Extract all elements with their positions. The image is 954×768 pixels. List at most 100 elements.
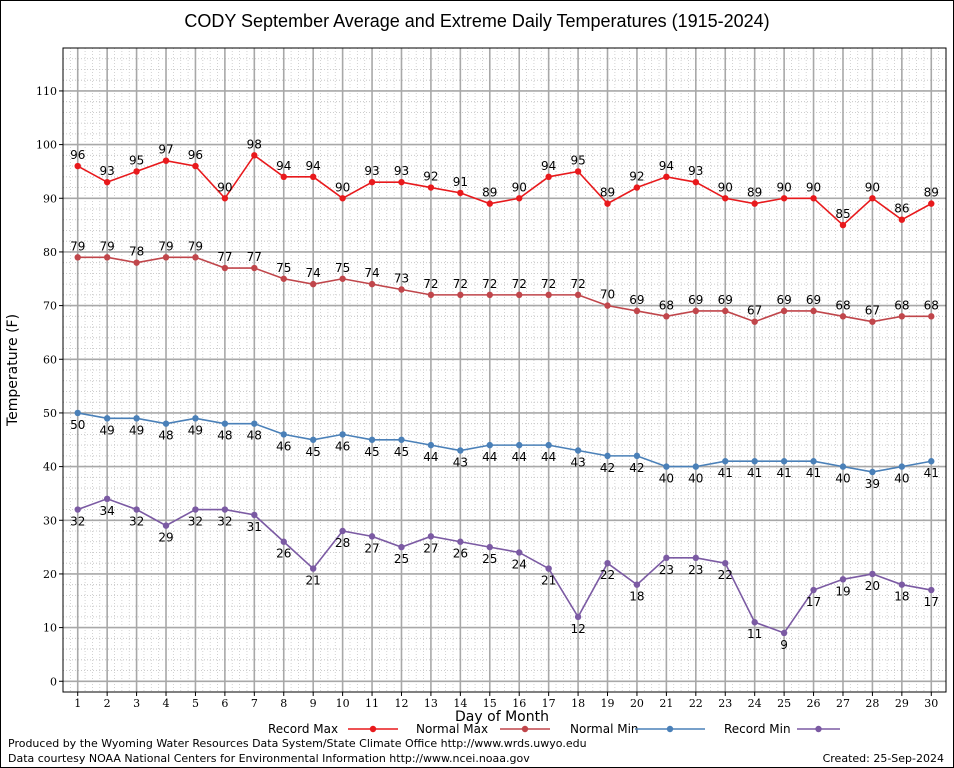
record-max-data-label: 92 (423, 170, 438, 184)
x-tick-label: 15 (483, 697, 497, 710)
record-min-point (722, 560, 729, 567)
record-min-data-label: 23 (688, 563, 703, 577)
normal-max-data-label: 74 (306, 266, 321, 280)
record-min-point (751, 619, 758, 626)
x-tick-label: 6 (221, 697, 228, 710)
x-tick-label: 17 (542, 697, 556, 710)
record-min-point (309, 565, 317, 572)
record-min-point (133, 506, 140, 513)
normal-min-point (251, 420, 258, 427)
normal-max-data-label: 69 (806, 293, 821, 307)
x-tick-label: 13 (424, 697, 438, 710)
normal-min-data-label: 49 (188, 423, 203, 437)
normal-max-data-label: 67 (747, 304, 762, 318)
normal-min-point (192, 415, 199, 422)
record-min-data-label: 32 (70, 515, 85, 529)
x-tick-label: 25 (777, 697, 791, 710)
normal-max-point (663, 313, 670, 320)
legend-marker-record-min (815, 725, 822, 733)
normal-max-data-label: 72 (482, 277, 497, 291)
normal-max-data-label: 79 (100, 239, 115, 253)
record-max-point (103, 178, 111, 186)
record-min-data-label: 21 (306, 574, 321, 588)
record-min-point (898, 581, 906, 588)
record-max-point (309, 173, 317, 180)
normal-max-point (604, 302, 611, 309)
record-min-data-label: 27 (423, 541, 438, 555)
normal-min-point (103, 415, 111, 422)
legend: Record Max Normal Max Normal Min Record Min (268, 722, 840, 736)
normal-max-data-label: 69 (718, 293, 733, 307)
normal-min-data-label: 40 (894, 472, 909, 486)
record-max-point (133, 168, 140, 175)
y-tick-label: 0 (50, 675, 57, 688)
x-tick-label: 12 (394, 697, 408, 710)
record-min-point (221, 506, 229, 513)
chart-title: CODY September Average and Extreme Daily… (184, 11, 769, 31)
normal-max-point (309, 280, 317, 288)
legend-label-record-min: Record Min (724, 722, 791, 736)
normal-max-data-label: 72 (570, 277, 585, 291)
record-min-point (928, 586, 935, 594)
y-tick-label: 80 (43, 246, 57, 259)
record-max-data-label: 90 (718, 180, 733, 194)
normal-min-data-label: 42 (600, 461, 615, 475)
normal-max-data-label: 68 (659, 298, 674, 312)
normal-min-data-label: 45 (364, 445, 379, 459)
record-max-point (869, 195, 876, 202)
normal-max-point (339, 275, 346, 282)
record-min-data-label: 29 (158, 531, 173, 545)
record-min-line (77, 497, 932, 634)
normal-min-point (516, 441, 523, 449)
record-min-data-label: 23 (659, 563, 674, 577)
legend-marker-normal-max (521, 725, 529, 733)
x-tick-label: 11 (365, 697, 379, 710)
record-min-point (280, 538, 287, 545)
normal-min-point (751, 458, 758, 465)
record-min-point (780, 629, 788, 637)
x-axis-label: Day of Month (455, 709, 549, 725)
x-tick-label: 8 (280, 697, 287, 710)
normal-max-point (74, 254, 81, 261)
normal-max-point (780, 307, 788, 315)
normal-min-point (633, 452, 641, 460)
record-max-point (427, 184, 435, 191)
grid (62, 47, 947, 693)
record-max-point (192, 162, 199, 170)
record-min-point (368, 533, 376, 540)
x-tick-label: 22 (689, 697, 703, 710)
record-min-point (192, 506, 199, 513)
normal-min-data-label: 41 (806, 466, 821, 480)
record-max-point (545, 173, 552, 180)
record-max-data-label: 96 (70, 148, 85, 162)
record-min-data-label: 21 (541, 574, 556, 588)
record-min-data-label: 32 (129, 515, 144, 529)
normal-min-data-label: 40 (835, 472, 850, 486)
record-min-point (251, 511, 258, 519)
record-min-data-label: 25 (394, 552, 409, 566)
normal-max-point (398, 286, 405, 293)
record-min-data-label: 22 (600, 568, 615, 582)
normal-min-point (74, 409, 81, 417)
record-min-data-label: 17 (924, 595, 939, 609)
normal-max-data-label: 77 (247, 250, 262, 264)
normal-min-data-label: 48 (247, 429, 262, 443)
record-min-point (162, 522, 170, 529)
legend-marker-normal-min (666, 725, 674, 733)
normal-min-data-label: 39 (865, 477, 880, 491)
record-max-data-label: 98 (247, 137, 262, 151)
normal-min-point (869, 468, 876, 476)
record-min-data-label: 26 (453, 547, 468, 561)
legend-marker-record-max (369, 725, 377, 733)
x-tick-label: 2 (104, 697, 111, 710)
record-max-data-label: 94 (306, 159, 321, 173)
normal-max-point (722, 307, 729, 315)
record-min-data-label: 31 (247, 520, 262, 534)
normal-min-point (309, 436, 317, 443)
normal-min-point (780, 458, 788, 465)
record-min-point (427, 533, 435, 540)
record-min-data-label: 27 (364, 541, 379, 555)
normal-max-data-label: 72 (453, 277, 468, 291)
normal-max-point (839, 313, 847, 320)
record-max-point (663, 173, 670, 180)
